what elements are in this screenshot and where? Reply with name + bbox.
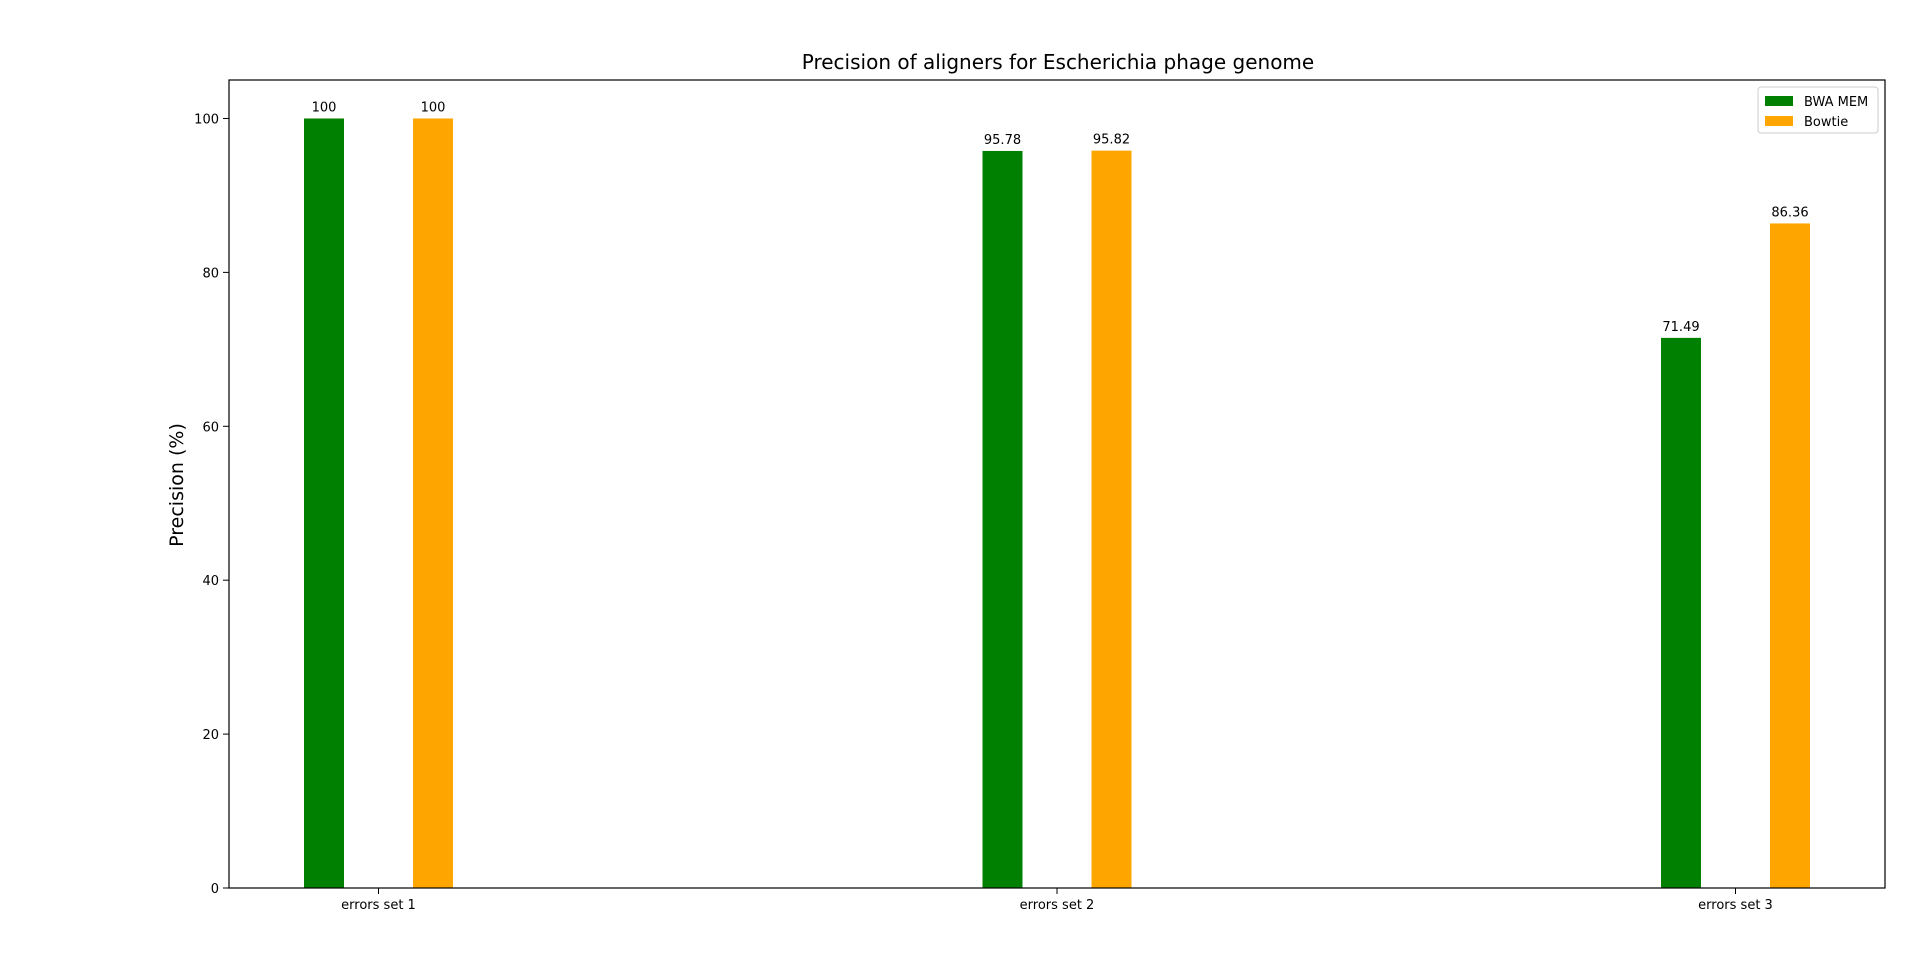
- y-axis-label: Precision (%): [166, 423, 188, 547]
- y-tick-label: 60: [202, 420, 219, 435]
- legend-swatch: [1765, 116, 1793, 126]
- bar-value-label: 71.49: [1662, 320, 1699, 335]
- bar: [1091, 150, 1132, 889]
- y-tick-label: 100: [194, 112, 219, 127]
- plot-area: 0 20 40 60 80 100 errors set 1 errors set 2 erro…: [194, 100, 1810, 913]
- bar-value-label: 95.78: [984, 133, 1021, 148]
- chart-title: Precision of aligners for Escherichia ph…: [802, 50, 1314, 74]
- bar: [413, 118, 453, 888]
- bar: [304, 118, 344, 888]
- bar: [1770, 223, 1810, 889]
- y-tick-label: 20: [202, 728, 219, 743]
- bar-value-label: 100: [312, 100, 337, 115]
- x-tick-label: errors set 1: [341, 898, 416, 913]
- legend-label: BWA MEM: [1804, 95, 1868, 110]
- axes-frame: [228, 79, 1886, 889]
- bar-value-label: 100: [421, 100, 446, 115]
- legend-label: Bowtie: [1804, 115, 1848, 130]
- legend: BWA MEM Bowtie: [1757, 86, 1879, 134]
- bar-value-label: 95.82: [1093, 133, 1130, 148]
- bar: [982, 150, 1023, 889]
- y-tick-label: 0: [211, 882, 219, 897]
- bar-value-label: 86.36: [1771, 205, 1808, 220]
- x-tick-label: errors set 2: [1020, 898, 1095, 913]
- y-tick-label: 40: [202, 574, 219, 589]
- y-tick-label: 80: [202, 266, 219, 281]
- legend-swatch: [1765, 96, 1793, 106]
- x-tick-label: errors set 3: [1698, 898, 1773, 913]
- bar: [1661, 337, 1701, 888]
